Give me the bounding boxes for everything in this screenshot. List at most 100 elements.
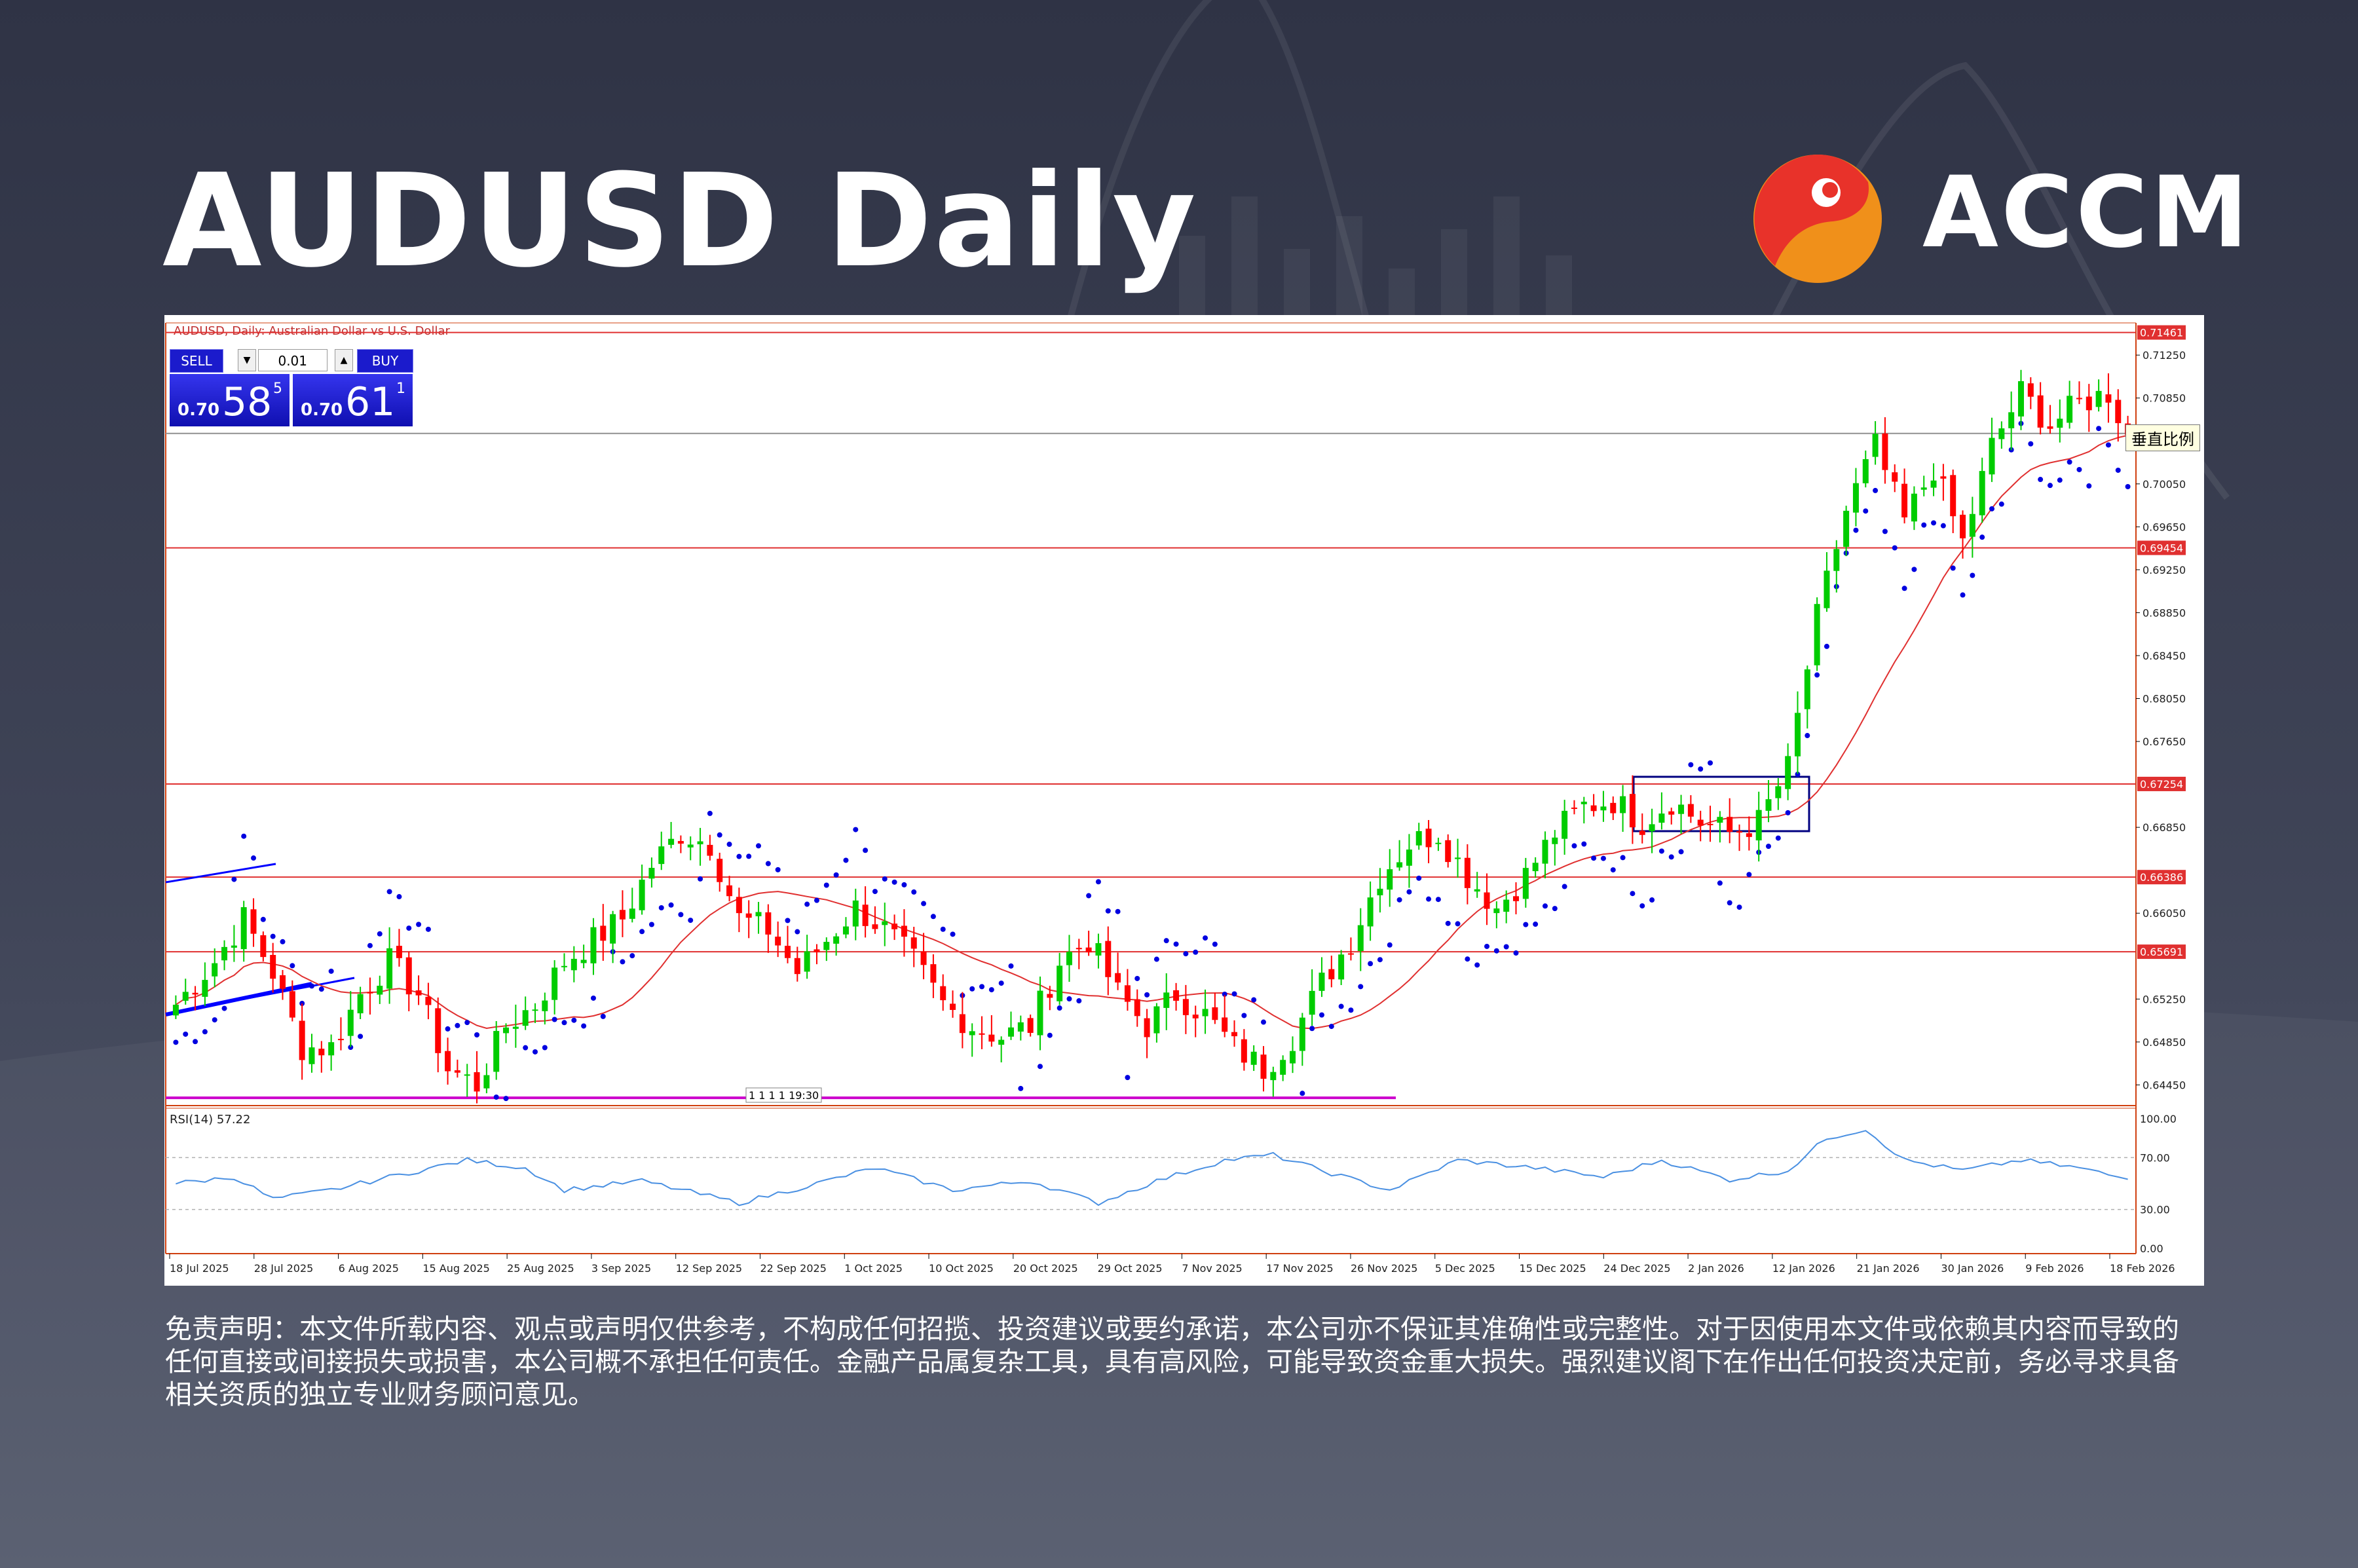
candle: [677, 835, 684, 853]
candle: [260, 931, 267, 961]
candle: [396, 929, 402, 967]
sell-button[interactable]: SELL: [170, 349, 223, 373]
candle: [1425, 820, 1432, 863]
chart-panel: AUDUSD, Daily: Australian Dollar vs U.S.…: [164, 315, 2204, 1286]
candle: [872, 906, 878, 934]
lot-up-arrow-icon[interactable]: ▲: [335, 349, 353, 371]
sar-dot: [1503, 944, 1509, 950]
buy-button[interactable]: BUY: [357, 349, 413, 373]
candle: [532, 1003, 538, 1023]
sar-dot: [1533, 922, 1539, 927]
candle: [493, 1020, 500, 1080]
level-label: 0.66386: [2140, 871, 2183, 884]
candle: [1843, 506, 1850, 557]
sar-dot: [193, 1039, 198, 1045]
sar-dot: [1591, 855, 1597, 861]
candle: [270, 943, 276, 993]
candle: [842, 917, 849, 939]
sar-dot: [2125, 483, 2131, 489]
candle: [1668, 808, 1675, 825]
sar-dot: [523, 1045, 529, 1051]
sell-price[interactable]: 0.70 58 5: [170, 374, 290, 426]
sar-dot: [668, 902, 674, 908]
sar-dot: [620, 959, 626, 965]
sar-dot: [260, 916, 266, 922]
candle: [425, 982, 432, 1020]
candle: [1678, 794, 1685, 834]
candle: [629, 887, 635, 923]
candle: [1250, 1045, 1257, 1072]
candle: [979, 1016, 985, 1049]
lot-size-input[interactable]: 0.01: [258, 349, 328, 371]
sar-dot: [1863, 508, 1869, 514]
candle: [1785, 743, 1791, 800]
candle: [1396, 840, 1403, 871]
sell-price-pip: 5: [273, 381, 282, 397]
x-tick-label: 17 Nov 2025: [1266, 1262, 1333, 1275]
sar-dot: [455, 1022, 460, 1028]
candle: [1163, 973, 1170, 1030]
lot-down-arrow-icon[interactable]: ▼: [238, 349, 256, 371]
sar-dot: [891, 879, 897, 885]
scale-tooltip: 垂直比例: [2125, 424, 2200, 451]
x-tick-label: 25 Aug 2025: [507, 1262, 574, 1275]
sar-dot: [1261, 1019, 1267, 1025]
sar-dot: [1998, 501, 2004, 507]
sar-dot: [1368, 961, 1374, 967]
candle: [1765, 780, 1772, 823]
candle: [2008, 391, 2015, 451]
candle: [172, 995, 179, 1019]
sar-dot: [1882, 529, 1888, 534]
accm-logo-icon: [1753, 155, 1882, 283]
sar-dot: [882, 876, 888, 882]
x-tick-label: 3 Sep 2025: [591, 1262, 651, 1275]
sar-dot: [1795, 772, 1801, 777]
candle: [503, 1023, 510, 1043]
sar-dot: [1960, 592, 1966, 598]
sar-dot: [386, 889, 392, 895]
candle: [736, 887, 742, 933]
candle: [1299, 1013, 1305, 1066]
sar-dot: [173, 1039, 179, 1045]
candle: [1600, 791, 1607, 822]
candle: [950, 990, 956, 1018]
candle: [1445, 834, 1451, 868]
sar-dot: [1950, 565, 1956, 571]
candle: [658, 831, 665, 870]
x-tick-label: 18 Jul 2025: [170, 1262, 229, 1275]
candle: [212, 948, 218, 988]
sar-dot: [950, 931, 956, 937]
level-label: 0.69454: [2140, 542, 2183, 554]
level-tag: [2137, 325, 2186, 340]
sar-dot: [600, 1013, 606, 1019]
candle: [2095, 379, 2102, 412]
candle: [280, 970, 286, 1000]
sar-dot: [581, 1023, 587, 1029]
x-tick-label: 2 Jan 2026: [1688, 1262, 1744, 1275]
candle: [910, 927, 917, 967]
buy-price[interactable]: 0.70 61 1: [293, 374, 413, 426]
candle: [405, 951, 412, 1011]
sar-dot: [1493, 948, 1499, 954]
sar-dot: [1212, 941, 1218, 947]
level-tag: [2137, 870, 2186, 885]
candle: [1066, 935, 1072, 982]
sar-dot: [1338, 1003, 1344, 1009]
candle: [1639, 813, 1645, 844]
y-tick-label: 0.69250: [2143, 564, 2186, 576]
candle: [1280, 1055, 1286, 1081]
sar-dot: [1241, 1013, 1247, 1018]
candle: [435, 997, 441, 1073]
sar-dot: [863, 848, 869, 853]
rsi-tick-label: 30.00: [2140, 1204, 2170, 1216]
candle: [1746, 816, 1752, 851]
sar-dot: [1144, 992, 1150, 998]
y-tick-label: 0.64450: [2143, 1079, 2186, 1091]
sar-dot: [406, 925, 412, 931]
sar-dot: [1203, 935, 1208, 941]
sar-dot: [445, 1026, 451, 1032]
candle: [1998, 421, 2005, 449]
candle: [299, 1003, 305, 1080]
candle: [784, 925, 791, 963]
sar-dot: [2096, 426, 2102, 432]
